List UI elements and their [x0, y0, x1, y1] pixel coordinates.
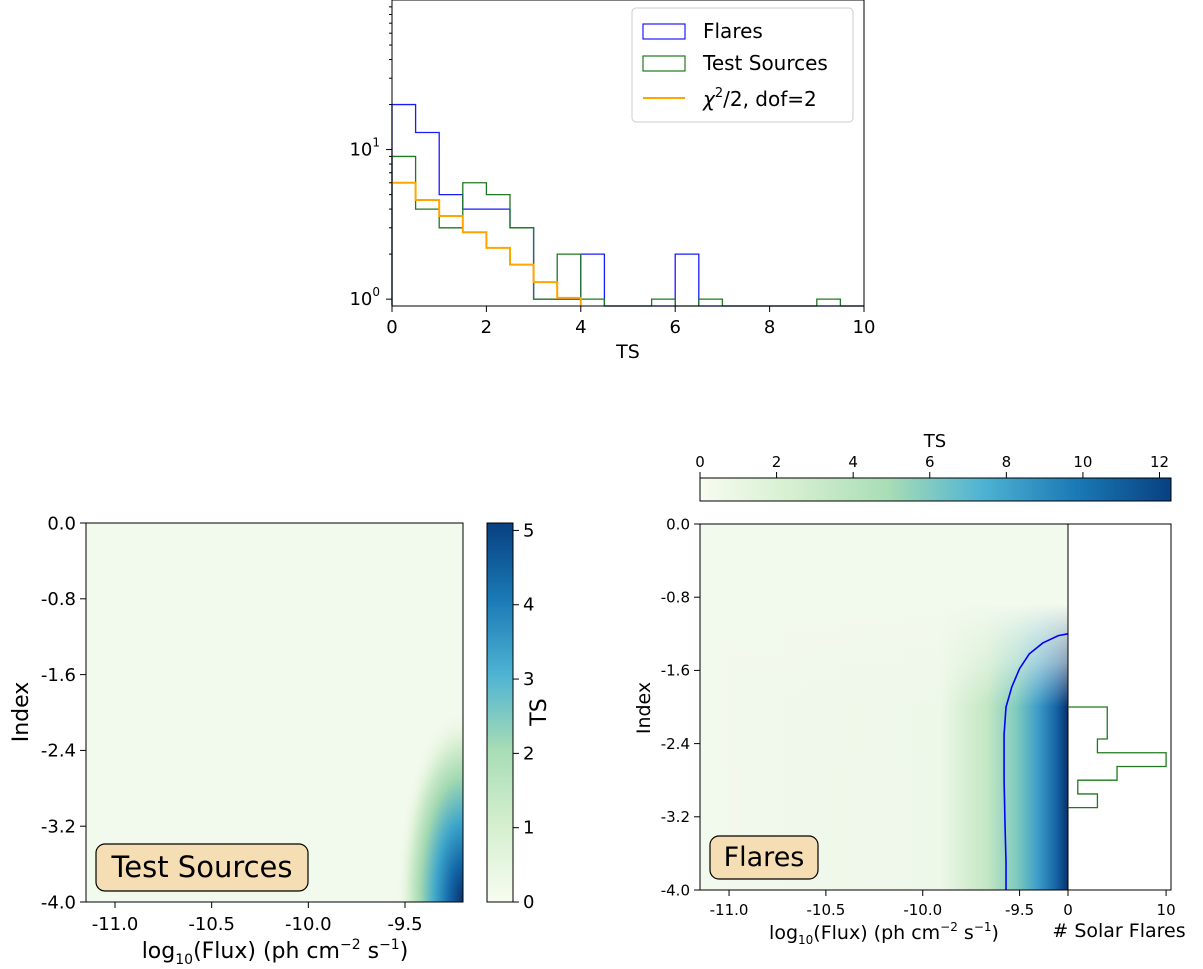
- x-tick-label: -10.0: [285, 914, 332, 935]
- side-histogram-x-label: # Solar Flares: [1052, 920, 1185, 942]
- legend-label-flares: Flares: [703, 19, 763, 43]
- histogram-legend: Flares Test Sources χ2/2, dof=2: [631, 7, 854, 123]
- x-tick-label: 4: [575, 317, 586, 338]
- colorbar-tick-label: 10: [1073, 453, 1092, 471]
- x-tick-label: -11.0: [710, 901, 749, 919]
- x-axis-label: log10(Flux) (ph cm−2 s−1): [769, 920, 999, 947]
- legend-swatch-test-sources: [642, 55, 686, 72]
- y-tick-label: -4.0: [41, 892, 76, 913]
- colorbar-tick-label: 0: [695, 453, 705, 471]
- x-tick-label: 0: [386, 317, 397, 338]
- colorbar-tick-label: 4: [848, 453, 858, 471]
- y-tick-label: -3.2: [41, 817, 76, 838]
- y-tick-label: -1.6: [41, 665, 76, 686]
- colorbar-tick-label: 2: [772, 453, 782, 471]
- side-histogram-bars: [1068, 706, 1167, 809]
- colorbar-label: TS: [527, 698, 552, 726]
- ts-contour-line: [1003, 633, 1068, 890]
- panel-label: Flares: [724, 842, 805, 873]
- y-tick-label: 0.0: [47, 513, 76, 534]
- colorbar: [486, 522, 514, 903]
- y-tick-label: -4.0: [661, 881, 690, 899]
- y-tick-label: -2.4: [661, 735, 690, 753]
- panel-label-box: [709, 835, 819, 880]
- colorbar-tick-label: 8: [1002, 453, 1012, 471]
- x-tick-label: -9.5: [387, 914, 422, 935]
- legend-frame: [631, 7, 854, 123]
- heatmap-ts-fade: [700, 524, 1068, 890]
- y-axis-label: Index: [9, 682, 34, 743]
- x-tick-label: -10.5: [806, 901, 845, 919]
- x-tick-label: 10: [1157, 901, 1176, 919]
- x-tick-label: 10: [853, 317, 876, 338]
- y-tick-label: -3.2: [661, 808, 690, 826]
- histogram-x-axis-label: TS: [615, 341, 640, 363]
- y-tick-label: -0.8: [41, 589, 76, 610]
- colorbar-label: TS: [923, 431, 946, 452]
- flares-heatmap: -11.0 -10.5 -10.0 -9.5 0.0 -0.8 -1.6 -2.4 -3.2 -…: [633, 431, 1186, 947]
- colorbar-tick-label: 2: [523, 743, 534, 764]
- y-tick-label: 0.0: [666, 515, 690, 533]
- legend-label-test-sources: Test Sources: [702, 51, 828, 75]
- colorbar-tick-label: 6: [925, 453, 935, 471]
- x-tick-label: -9.5: [1005, 901, 1034, 919]
- colorbar-tick-label: 4: [523, 595, 534, 616]
- x-tick-label: 2: [481, 317, 492, 338]
- y-tick-label: 101: [349, 136, 380, 161]
- x-tick-label: 6: [669, 317, 680, 338]
- histogram-frame: [391, 0, 865, 307]
- colorbar: [699, 477, 1172, 502]
- panel-label-box: [95, 843, 309, 892]
- y-axis-label: Index: [633, 682, 655, 734]
- colorbar-tick-label: 3: [523, 669, 534, 690]
- heatmap-frame: [85, 522, 464, 903]
- y-tick-label: -2.4: [41, 741, 76, 762]
- panel-label: Test Sources: [110, 850, 292, 884]
- heatmap-ts-field: [86, 523, 463, 902]
- y-tick-label: 100: [349, 285, 380, 310]
- x-tick-label: 0: [1063, 901, 1073, 919]
- legend-label-chi2: χ2/2, dof=2: [702, 86, 817, 111]
- ts-histogram: 0 2 4 6 8 10 100 101 TS Flares Test Sources χ2…: [349, 0, 875, 363]
- colorbar-tick-label: 0: [523, 892, 534, 913]
- y-tick-label: -0.8: [661, 588, 690, 606]
- x-tick-label: -10.0: [903, 901, 942, 919]
- x-tick-label: -10.5: [188, 914, 235, 935]
- x-tick-label: -11.0: [92, 914, 139, 935]
- colorbar-tick-label: 12: [1150, 453, 1169, 471]
- test-sources-heatmap: -11.0 -10.5 -10.0 -9.5 0.0 -0.8 -1.6 -2.4 -3.2 -…: [9, 513, 552, 968]
- x-axis-label: log10(Flux) (ph cm−2 s−1): [142, 937, 409, 968]
- colorbar-tick-label: 1: [523, 818, 534, 839]
- y-tick-label: -1.6: [661, 662, 690, 680]
- histogram-series-chi: [392, 181, 582, 306]
- colorbar-tick-label: 5: [523, 520, 534, 541]
- x-tick-label: 8: [764, 317, 775, 338]
- legend-swatch-flares: [642, 23, 686, 40]
